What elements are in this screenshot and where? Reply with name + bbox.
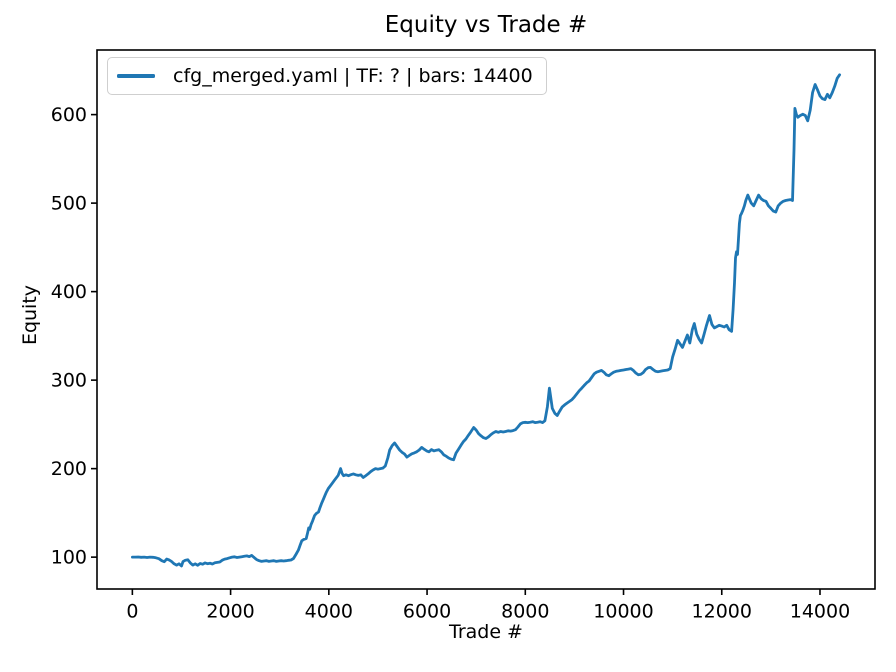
x-tick-label: 12000 [692, 601, 752, 623]
x-tick-label: 4000 [305, 601, 353, 623]
y-tick-label: 400 [51, 281, 87, 303]
equity-line [130, 73, 841, 568]
y-tick-label: 200 [51, 458, 87, 480]
x-axis-label: Trade # [449, 621, 523, 643]
y-tick-label: 500 [51, 193, 87, 215]
y-tick-label: 600 [51, 104, 87, 126]
x-tick-label: 0 [126, 601, 138, 623]
legend: cfg_merged.yaml | TF: ? | bars: 14400 [107, 57, 547, 95]
legend-line-sample [117, 74, 155, 78]
plot-frame [96, 49, 876, 590]
legend-label: cfg_merged.yaml | TF: ? | bars: 14400 [173, 65, 533, 87]
x-tick-label: 6000 [403, 601, 451, 623]
chart-title: Equity vs Trade # [384, 12, 588, 38]
y-tick-label: 100 [51, 547, 87, 569]
x-tick-label: 10000 [593, 601, 653, 623]
x-tick-label: 8000 [501, 601, 549, 623]
x-tick-label: 14000 [790, 601, 850, 623]
x-tick-label: 2000 [206, 601, 254, 623]
y-tick-label: 300 [51, 370, 87, 392]
